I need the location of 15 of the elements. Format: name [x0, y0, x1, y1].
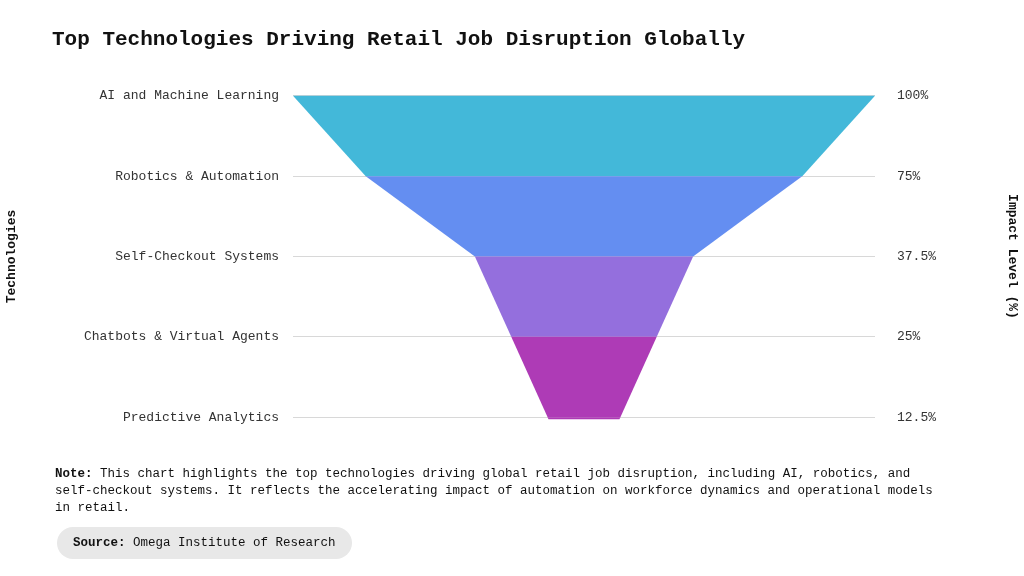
category-label: Robotics & Automation	[115, 168, 279, 184]
text: Top Technologies Driving Retail Job Disruption Globally	[52, 28, 746, 51]
category-label: Chatbots & Virtual Agents	[83, 329, 279, 345]
data-label: 100%	[897, 88, 929, 104]
text: Technologies	[4, 209, 20, 304]
category-label: Self-Checkout Systems	[115, 248, 279, 264]
data-label: 75%	[897, 168, 921, 184]
source-note: Source: Omega Institute of Research	[57, 527, 352, 559]
data-label: 12.5%	[897, 409, 937, 425]
text: Note: This chart highlights the top technologies driving global retail job disruption, including AI, robotics, and self-checkout systems. It reflects the accelerating impact of automation on workforce dynamics and operational models in retail.	[55, 466, 934, 517]
text: Impact Level (%)	[1004, 194, 1020, 319]
category-label: AI and Machine Learning	[99, 88, 279, 104]
data-label: 37.5%	[897, 248, 937, 264]
category-label: Predictive Analytics	[122, 409, 279, 425]
data-label: 25%	[897, 329, 921, 345]
